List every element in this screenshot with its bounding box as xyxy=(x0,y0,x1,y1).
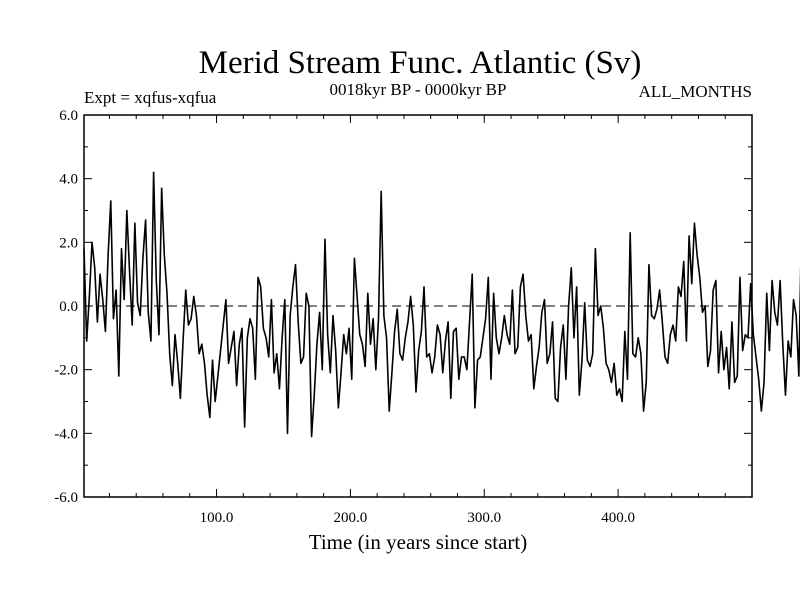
x-axis-title: Time (in years since start) xyxy=(309,530,528,554)
x-tick-label: 400.0 xyxy=(601,510,635,526)
y-tick-label: 6.0 xyxy=(59,108,78,124)
chart-title: Merid Stream Func. Atlantic (Sv) xyxy=(199,45,642,81)
chart-subtitle-center: 0018kyr BP - 0000kyr BP xyxy=(330,80,507,99)
series-line xyxy=(83,171,800,438)
chart-subtitle-right: ALL_MONTHS xyxy=(639,82,752,101)
x-tick-label: 200.0 xyxy=(334,510,368,526)
x-tick-label: 100.0 xyxy=(200,510,234,526)
y-tick-label: 2.0 xyxy=(59,235,78,251)
x-tick-label: 300.0 xyxy=(467,510,501,526)
axis-ticks: 6.0 4.0 2.0 0.0 -2.0 -4.0 -6.0 100.0 200.0 300.0 4… xyxy=(54,108,752,526)
y-tick-label: -4.0 xyxy=(54,426,78,442)
y-tick-label: -2.0 xyxy=(54,363,78,379)
y-tick-label: 0.0 xyxy=(59,299,78,315)
y-tick-label: 4.0 xyxy=(59,172,78,188)
y-tick-label: -6.0 xyxy=(54,490,78,506)
chart-subtitle-left: Expt = xqfus-xqfua xyxy=(84,88,217,107)
